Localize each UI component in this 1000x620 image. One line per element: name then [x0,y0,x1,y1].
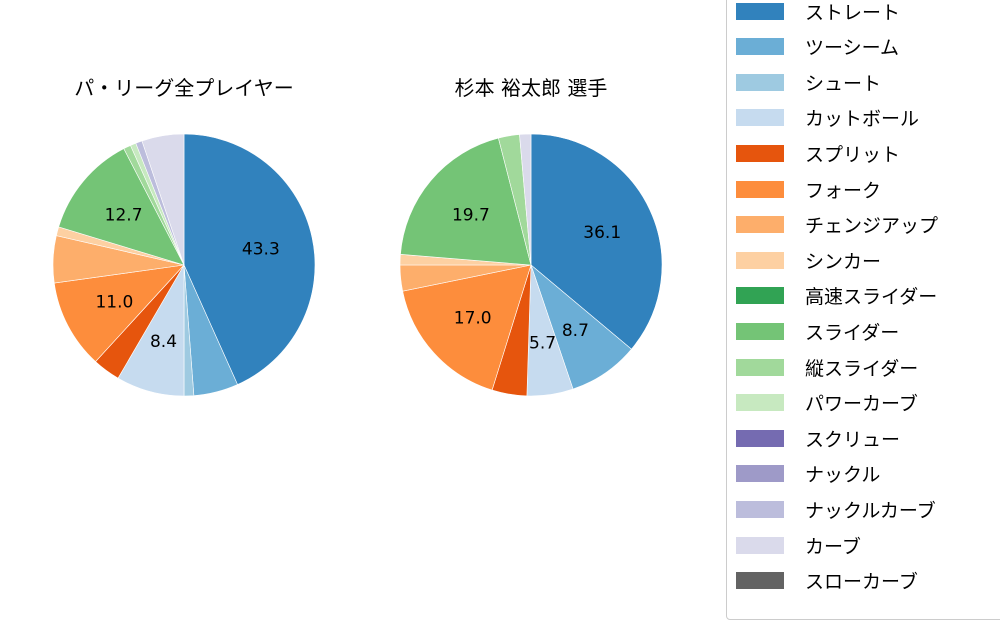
legend-swatch [736,144,784,162]
legend-swatch [736,180,784,198]
right-pie-title: 杉本 裕太郎 選手 [454,76,608,100]
legend-item: スクリュー [736,426,901,451]
legend-label: 縦スライダー [805,357,919,380]
legend-item: カーブ [736,533,861,558]
pie-slice [400,137,532,266]
legend-item: スローカーブ [736,569,918,593]
pie-slice [519,133,532,266]
legend-label: チェンジアップ [805,215,939,238]
legend-label: シュート [805,72,882,95]
legend-item: パワーカーブ [736,391,918,415]
legend-label: パワーカーブ [805,393,918,416]
legend-label: スプリット [805,143,901,166]
pie-slice [58,148,185,266]
legend-item: ストレート [736,0,901,24]
pie-slice [183,133,316,385]
legend-swatch [736,287,784,305]
legend-item: フォーク [736,177,882,202]
legend-label: スライダー [805,321,900,344]
pie-slice [141,133,185,266]
legend-item: カットボール [736,106,919,130]
slice-value-label: 8.4 [150,332,177,352]
legend-label: ナックルカーブ [805,499,936,522]
slice-value-label: 12.7 [105,206,143,226]
legend-label: カットボール [805,108,920,131]
legend-swatch [736,73,784,91]
pie-charts: 43.3 8.4 11.0 12.7 36.1 8.7 5.7 17.0 19.7 [52,133,663,397]
legend-label: シンカー [805,250,882,273]
legend-swatch [736,322,784,340]
legend-swatch [736,536,784,554]
slice-value-label: 43.3 [242,240,280,260]
legend-swatch [736,358,784,376]
slice-value-label: 17.0 [454,309,492,329]
legend-item: ナックル [736,462,880,486]
legend-swatch [736,572,784,590]
legend-label: スローカーブ [805,571,918,594]
legend-label: ストレート [805,1,901,24]
slice-value-label: 36.1 [583,223,621,243]
left-pie-title: パ・リーグ全プレイヤー [74,76,294,100]
legend-item: チェンジアップ [736,213,938,237]
legend: ストレートツーシームシュートカットボール スプリットフォークチェンジアップ シンカー… [726,0,1000,620]
legend-item: シュート [736,70,882,95]
legend-swatch [736,429,784,447]
slice-value-label: 19.7 [452,205,490,225]
slice-value-label: 11.0 [95,293,133,313]
legend-item: スライダー [736,319,900,344]
slice-value-label: 5.7 [529,334,556,354]
legend-swatch [736,38,784,56]
legend-label: カーブ [805,535,861,558]
legend-item: 高速スライダー [736,284,937,308]
pie-slice [402,264,532,391]
legend-swatch [736,216,784,234]
legend-item: スプリット [736,141,901,166]
legend-swatch [736,109,784,127]
slice-value-label: 8.7 [562,321,589,341]
league-pie-chart: 43.3 8.4 11.0 12.7 [52,133,316,397]
legend-label: フォーク [805,179,882,202]
legend-swatch [736,2,784,20]
legend-label: ナックル [805,464,881,487]
legend-item: 縦スライダー [736,355,919,380]
pie-slice [530,133,663,350]
pie-slice [53,264,185,363]
legend-item: ツーシーム [736,35,899,59]
legend-item: シンカー [736,248,882,273]
player-pie-chart: 36.1 8.7 5.7 17.0 19.7 [399,133,663,397]
legend-swatch [736,394,784,412]
legend-swatch [736,251,784,269]
legend-label: 高速スライダー [805,286,938,309]
legend-swatch [736,465,784,483]
legend-swatch [736,500,784,518]
legend-label: スクリュー [805,428,901,451]
legend-label: ツーシーム [805,37,900,60]
legend-item: ナックルカーブ [736,497,936,522]
